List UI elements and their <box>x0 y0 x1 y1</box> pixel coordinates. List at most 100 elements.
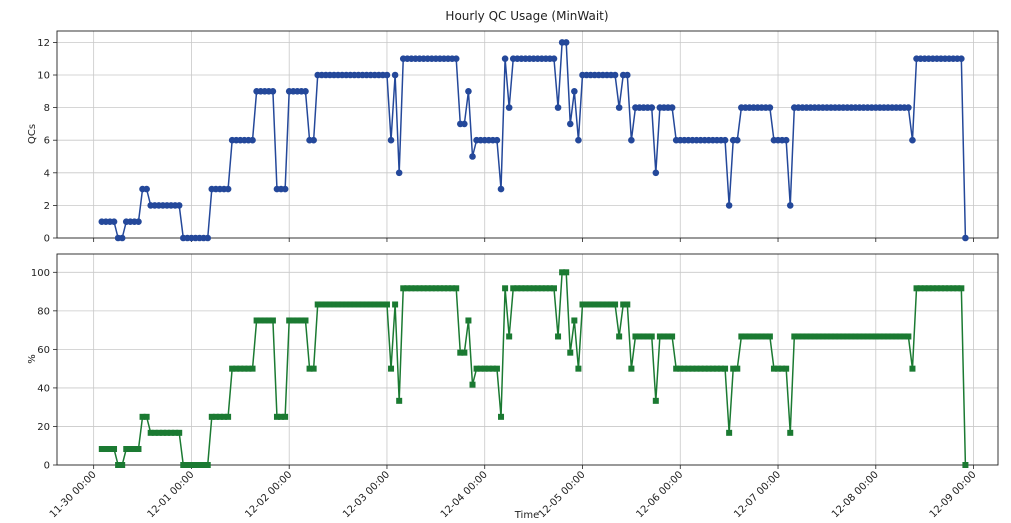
data-point <box>929 285 936 292</box>
data-point <box>815 333 822 340</box>
data-point <box>221 413 228 420</box>
x-tick-label: 12-02 00:00 <box>243 469 294 520</box>
data-point <box>322 301 329 308</box>
data-point <box>612 301 619 308</box>
y-tick-label: 0 <box>44 461 50 472</box>
data-point <box>717 365 724 372</box>
data-point <box>575 365 582 372</box>
data-point <box>123 446 130 453</box>
data-point <box>897 333 904 340</box>
data-point <box>787 429 794 436</box>
data-point <box>192 462 199 468</box>
data-point <box>473 365 480 372</box>
data-point <box>335 301 342 308</box>
data-point <box>554 104 562 111</box>
data-point <box>954 285 961 292</box>
data-point <box>498 413 505 420</box>
data-point <box>440 285 447 292</box>
data-point <box>395 169 403 177</box>
data-point <box>493 365 500 372</box>
data-point <box>245 365 252 372</box>
data-point <box>310 136 317 144</box>
data-point <box>420 285 427 292</box>
data-point <box>730 365 737 372</box>
data-point <box>575 136 582 144</box>
data-point <box>514 285 521 292</box>
data-point <box>852 333 859 340</box>
data-point <box>224 185 232 193</box>
y-axis-label: % <box>27 354 38 364</box>
data-point <box>119 462 126 468</box>
data-point <box>388 365 395 372</box>
data-point <box>481 365 488 372</box>
data-point <box>693 365 700 372</box>
data-point <box>298 317 305 324</box>
data-point <box>893 333 900 340</box>
data-point <box>571 317 578 324</box>
data-point <box>933 285 940 292</box>
data-point <box>921 285 928 292</box>
data-point <box>383 301 390 308</box>
data-point <box>143 185 150 193</box>
data-point <box>400 285 407 292</box>
data-point <box>799 333 806 340</box>
data-point <box>461 349 468 356</box>
data-point <box>803 333 810 340</box>
data-point <box>522 285 529 292</box>
data-point <box>379 301 386 308</box>
data-point <box>762 333 769 340</box>
data-point <box>339 301 346 308</box>
data-point <box>791 333 798 340</box>
data-point <box>465 88 472 95</box>
data-point <box>656 333 663 340</box>
y-tick-label: 12 <box>37 38 50 49</box>
data-point <box>485 365 492 372</box>
data-point <box>856 333 863 340</box>
x-tick-label: 12-04 00:00 <box>439 469 490 520</box>
data-point <box>616 333 623 340</box>
x-axis-label: Time <box>514 510 539 521</box>
data-point <box>624 301 631 308</box>
data-point <box>697 365 704 372</box>
data-point <box>550 55 558 63</box>
data-point <box>669 333 676 340</box>
data-point <box>713 365 720 372</box>
data-point <box>860 333 867 340</box>
data-point <box>555 333 562 340</box>
x-tick-label: 12-06 00:00 <box>634 469 685 520</box>
data-point <box>909 365 916 372</box>
data-point <box>779 365 786 372</box>
y-tick-label: 6 <box>44 136 50 147</box>
data-point <box>118 234 126 242</box>
y-tick-label: 4 <box>44 168 50 179</box>
data-point <box>200 462 207 468</box>
data-point <box>428 285 435 292</box>
data-point <box>453 285 460 292</box>
data-point <box>387 136 395 144</box>
data-point <box>196 462 203 468</box>
data-point <box>135 218 142 226</box>
data-point <box>705 365 712 372</box>
plot-frame <box>56 30 999 239</box>
data-point <box>660 333 667 340</box>
x-tick-label: 11-30 00:00 <box>48 469 99 520</box>
data-point <box>832 333 839 340</box>
data-point <box>880 333 887 340</box>
data-point <box>885 333 892 340</box>
data-point <box>946 285 953 292</box>
data-point <box>265 317 272 324</box>
data-point <box>673 365 680 372</box>
data-point <box>168 429 175 436</box>
data-point <box>571 88 578 95</box>
data-point <box>827 333 834 340</box>
data-point <box>868 333 875 340</box>
data-point <box>795 333 802 340</box>
data-point <box>326 301 333 308</box>
data-point <box>950 285 957 292</box>
data-point <box>958 55 965 63</box>
data-point <box>909 136 916 144</box>
data-point <box>746 333 753 340</box>
data-point <box>628 365 635 372</box>
data-point <box>836 333 843 340</box>
data-point <box>786 202 794 209</box>
